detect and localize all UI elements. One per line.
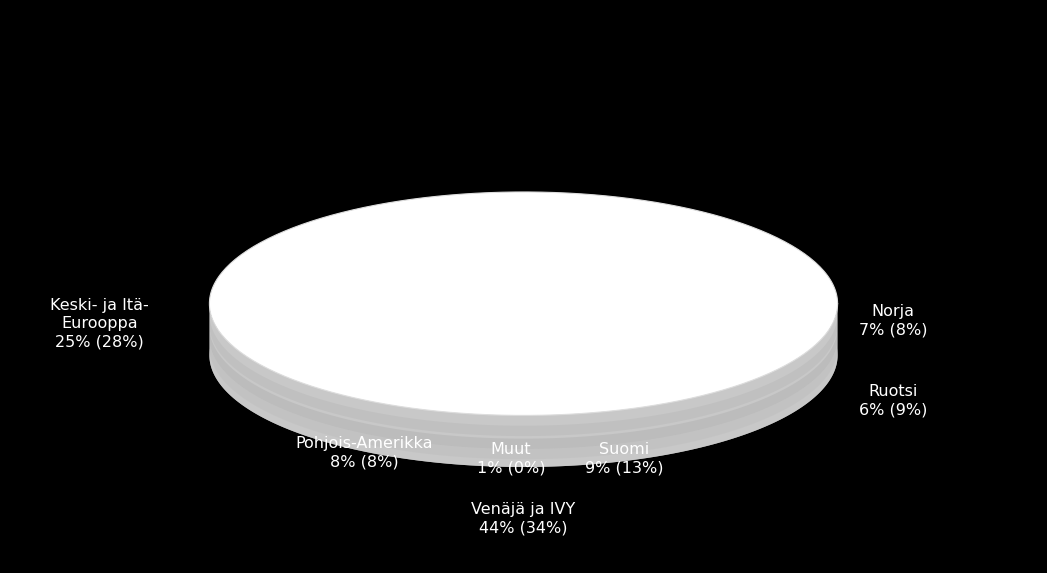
Polygon shape xyxy=(209,192,838,415)
Polygon shape xyxy=(209,314,838,436)
Text: Ruotsi
6% (9%): Ruotsi 6% (9%) xyxy=(859,384,927,418)
Text: Muut
1% (0%): Muut 1% (0%) xyxy=(476,442,545,475)
Polygon shape xyxy=(209,304,838,467)
Text: Keski- ja Itä-
Eurooppa
25% (28%): Keski- ja Itä- Eurooppa 25% (28%) xyxy=(50,297,149,350)
Polygon shape xyxy=(209,244,838,467)
Polygon shape xyxy=(209,337,838,459)
Polygon shape xyxy=(209,327,838,449)
Text: Venäjä ja IVY
44% (34%): Venäjä ja IVY 44% (34%) xyxy=(471,502,576,535)
Text: Suomi
9% (13%): Suomi 9% (13%) xyxy=(585,442,663,475)
Text: Pohjois-Amerikka
8% (8%): Pohjois-Amerikka 8% (8%) xyxy=(295,436,433,469)
Text: Norja
7% (8%): Norja 7% (8%) xyxy=(859,304,927,337)
